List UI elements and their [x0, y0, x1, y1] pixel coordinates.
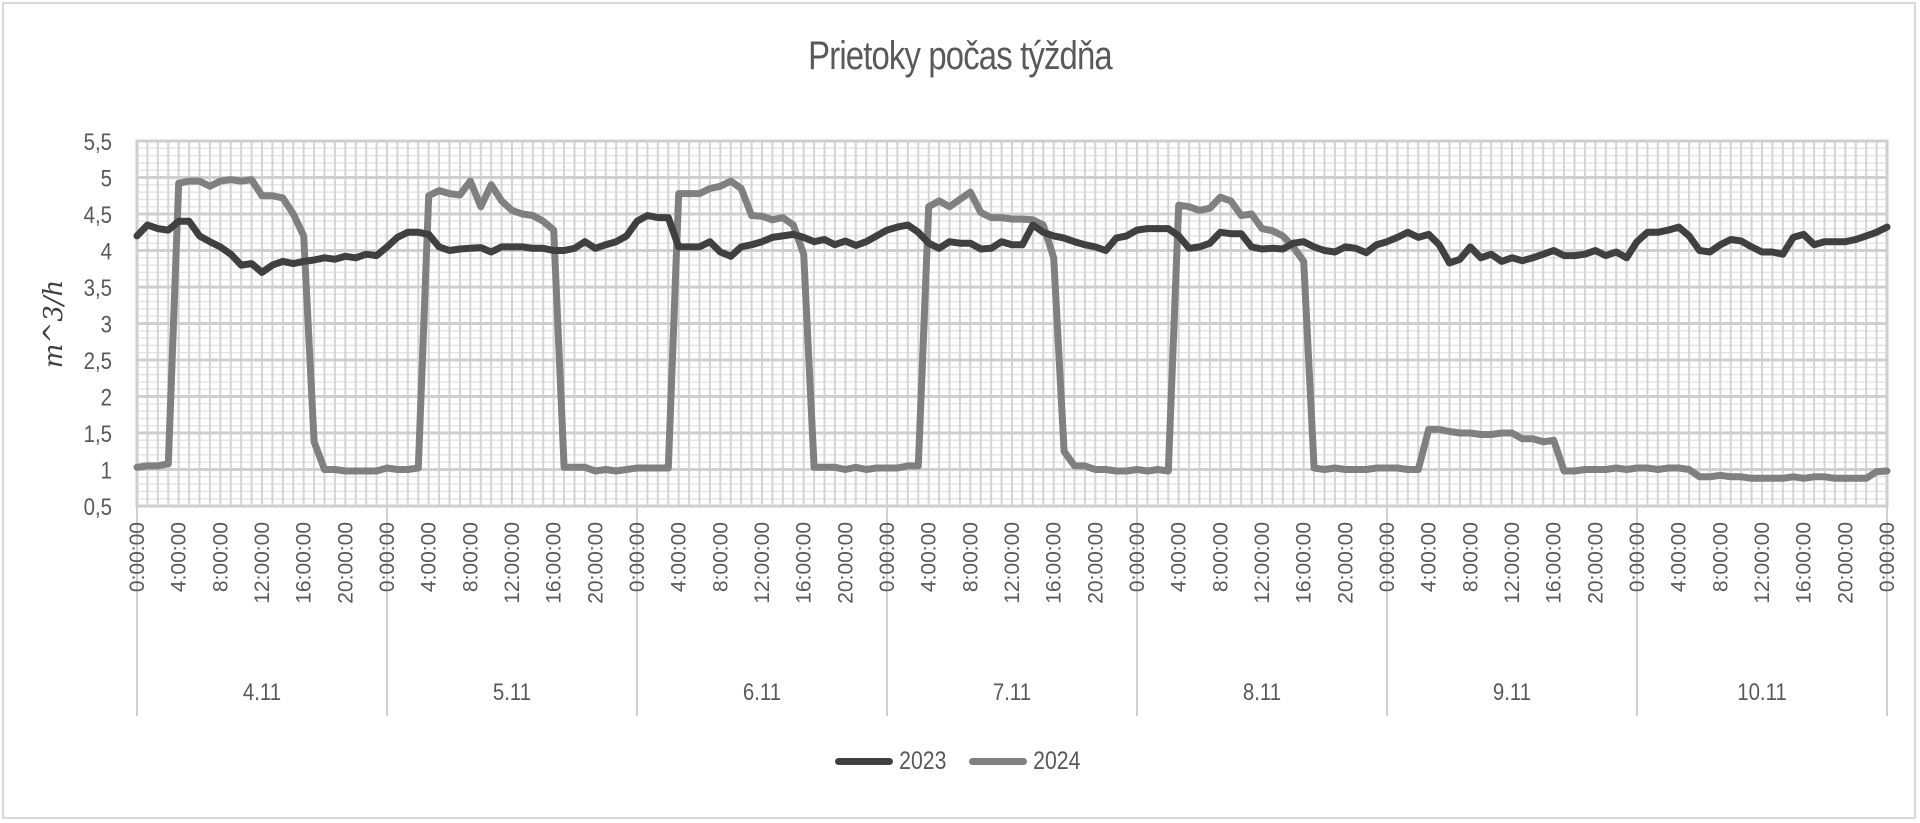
svg-text:4.11: 4.11 — [243, 678, 281, 705]
legend-item-2023: 2023 — [835, 747, 951, 776]
svg-text:0:00:00: 0:00:00 — [1876, 522, 1899, 592]
chart-title: Prietoky počas týždňa — [808, 34, 1112, 78]
svg-text:3,5: 3,5 — [84, 274, 112, 301]
svg-text:20:00:00: 20:00:00 — [834, 522, 857, 604]
svg-text:8:00:00: 8:00:00 — [1459, 522, 1482, 592]
svg-text:12:00:00: 12:00:00 — [501, 522, 524, 604]
svg-text:2,5: 2,5 — [84, 347, 112, 374]
svg-text:16:00:00: 16:00:00 — [793, 522, 816, 604]
svg-text:4:00:00: 4:00:00 — [918, 522, 941, 592]
svg-text:7.11: 7.11 — [993, 678, 1031, 705]
svg-text:4,5: 4,5 — [84, 201, 112, 228]
svg-text:12:00:00: 12:00:00 — [251, 522, 274, 604]
svg-text:12:00:00: 12:00:00 — [1501, 522, 1524, 604]
svg-text:16:00:00: 16:00:00 — [543, 522, 566, 604]
svg-text:12:00:00: 12:00:00 — [751, 522, 774, 604]
y-axis-label: m^3/h — [39, 280, 69, 369]
svg-text:0:00:00: 0:00:00 — [1376, 522, 1399, 592]
svg-text:8:00:00: 8:00:00 — [459, 522, 482, 592]
svg-text:5.11: 5.11 — [493, 678, 531, 705]
svg-text:4:00:00: 4:00:00 — [418, 522, 441, 592]
svg-text:2: 2 — [101, 384, 112, 411]
legend-swatch-2023 — [835, 758, 894, 765]
svg-text:16:00:00: 16:00:00 — [1543, 522, 1566, 604]
svg-text:8.11: 8.11 — [1243, 678, 1281, 705]
series-line-2023 — [133, 212, 1891, 276]
svg-text:16:00:00: 16:00:00 — [1043, 522, 1066, 604]
svg-text:8:00:00: 8:00:00 — [1709, 522, 1732, 592]
svg-text:20:00:00: 20:00:00 — [584, 522, 607, 604]
svg-text:0:00:00: 0:00:00 — [376, 522, 399, 592]
svg-text:4: 4 — [101, 238, 112, 265]
svg-text:20:00:00: 20:00:00 — [334, 522, 357, 604]
svg-text:5,5: 5,5 — [84, 128, 112, 155]
svg-text:4:00:00: 4:00:00 — [1668, 522, 1691, 592]
svg-text:0:00:00: 0:00:00 — [126, 522, 149, 592]
legend-item-2024: 2024 — [969, 747, 1085, 776]
svg-text:0:00:00: 0:00:00 — [626, 522, 649, 592]
svg-text:20:00:00: 20:00:00 — [1084, 522, 1107, 604]
svg-text:0:00:00: 0:00:00 — [1126, 522, 1149, 592]
svg-text:20:00:00: 20:00:00 — [1834, 522, 1857, 604]
svg-text:4:00:00: 4:00:00 — [168, 522, 191, 592]
chart-legend: 2023 2024 — [0, 747, 1920, 776]
svg-text:0:00:00: 0:00:00 — [1626, 522, 1649, 592]
svg-text:16:00:00: 16:00:00 — [1293, 522, 1316, 604]
svg-text:5: 5 — [101, 165, 112, 192]
legend-label-2024: 2024 — [1033, 747, 1081, 775]
svg-text:8:00:00: 8:00:00 — [1209, 522, 1232, 592]
legend-label-2023: 2023 — [899, 747, 947, 775]
svg-text:0,5: 0,5 — [84, 493, 112, 520]
series-line-2024 — [133, 176, 1891, 482]
svg-text:6.11: 6.11 — [743, 678, 781, 705]
svg-text:4:00:00: 4:00:00 — [1418, 522, 1441, 592]
svg-text:9.11: 9.11 — [1493, 678, 1531, 705]
svg-text:16:00:00: 16:00:00 — [293, 522, 316, 604]
svg-text:20:00:00: 20:00:00 — [1584, 522, 1607, 604]
y-axis-tick-labels: 0,5 1 1,5 2 2,5 3 3,5 4 4,5 5 5,5 — [84, 128, 112, 520]
data-series — [133, 176, 1891, 482]
svg-text:8:00:00: 8:00:00 — [959, 522, 982, 592]
svg-text:8:00:00: 8:00:00 — [209, 522, 232, 592]
svg-text:0:00:00: 0:00:00 — [876, 522, 899, 592]
svg-text:12:00:00: 12:00:00 — [1751, 522, 1774, 604]
svg-text:16:00:00: 16:00:00 — [1793, 522, 1816, 604]
svg-text:4:00:00: 4:00:00 — [668, 522, 691, 592]
svg-text:1,5: 1,5 — [84, 420, 112, 447]
legend-swatch-2024 — [969, 758, 1027, 765]
svg-text:3: 3 — [101, 311, 112, 338]
svg-text:8:00:00: 8:00:00 — [709, 522, 732, 592]
svg-text:10.11: 10.11 — [1737, 678, 1787, 705]
svg-text:12:00:00: 12:00:00 — [1001, 522, 1024, 604]
svg-text:12:00:00: 12:00:00 — [1251, 522, 1274, 604]
x-axis: 0:00:00 4:00:00 8:00:00 12:00:00 16:00:00 20:… — [126, 506, 1899, 716]
svg-text:20:00:00: 20:00:00 — [1334, 522, 1357, 604]
svg-text:1: 1 — [101, 457, 112, 484]
svg-text:4:00:00: 4:00:00 — [1168, 522, 1191, 592]
